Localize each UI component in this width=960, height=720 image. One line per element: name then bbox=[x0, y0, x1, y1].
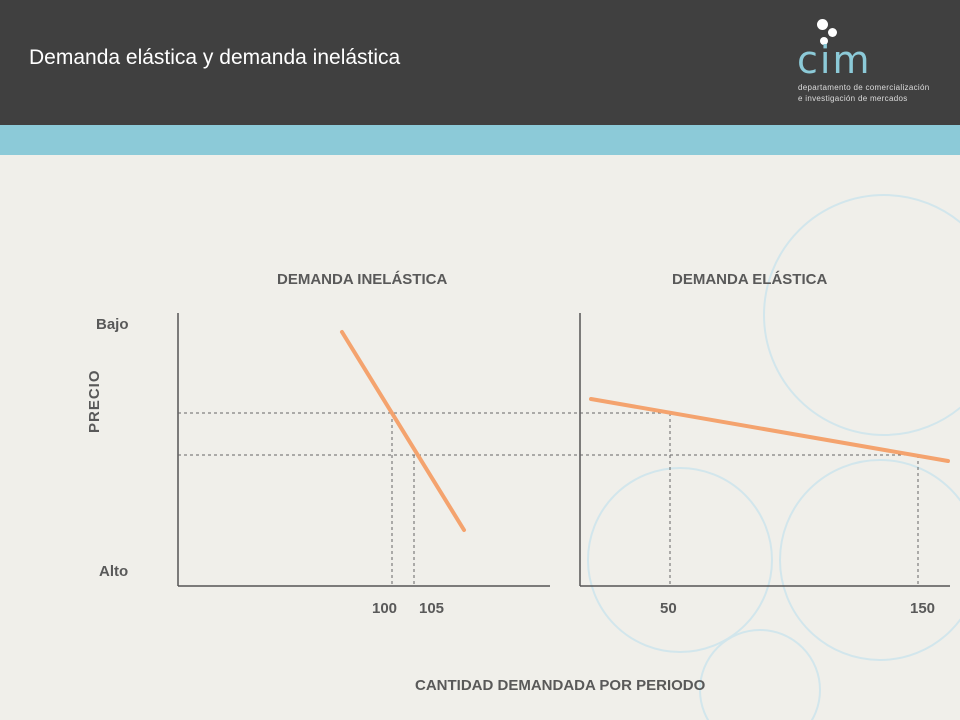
inelastic-panel-title: DEMANDA INELÁSTICA bbox=[277, 271, 448, 288]
logo-wordmark: cim bbox=[797, 38, 872, 82]
elastic-demand-curve bbox=[589, 397, 950, 463]
logo-dot bbox=[820, 37, 828, 45]
page-title: Demanda elástica y demanda inelástica bbox=[29, 46, 401, 69]
deco-circle bbox=[763, 194, 960, 436]
logo-dot bbox=[828, 28, 837, 37]
logo-tagline-1: departamento de comercialización bbox=[798, 83, 930, 92]
deco-circle bbox=[699, 629, 821, 720]
accent-band bbox=[0, 125, 960, 155]
slide-header bbox=[0, 0, 960, 125]
inelastic-demand-curve bbox=[340, 330, 466, 532]
x-tick-label: 105 bbox=[419, 600, 445, 617]
logo-dot bbox=[817, 19, 828, 30]
x-tick-label: 100 bbox=[372, 600, 398, 617]
y-axis-top-label: Bajo bbox=[96, 316, 129, 333]
elastic-panel-title: DEMANDA ELÁSTICA bbox=[672, 271, 828, 288]
deco-circle bbox=[779, 459, 960, 661]
cim-logo: cim departamento de comercialización e i… bbox=[790, 16, 955, 120]
y-axis-bottom-label: Alto bbox=[99, 563, 129, 580]
x-axis-label: CANTIDAD DEMANDADA POR PERIODO bbox=[415, 677, 706, 694]
y-axis-label: PRECIO bbox=[86, 369, 103, 433]
logo-tagline-2: e investigación de mercados bbox=[798, 94, 908, 103]
deco-circle bbox=[587, 467, 773, 653]
x-tick-label: 150 bbox=[910, 600, 936, 617]
x-tick-label: 50 bbox=[660, 600, 677, 617]
